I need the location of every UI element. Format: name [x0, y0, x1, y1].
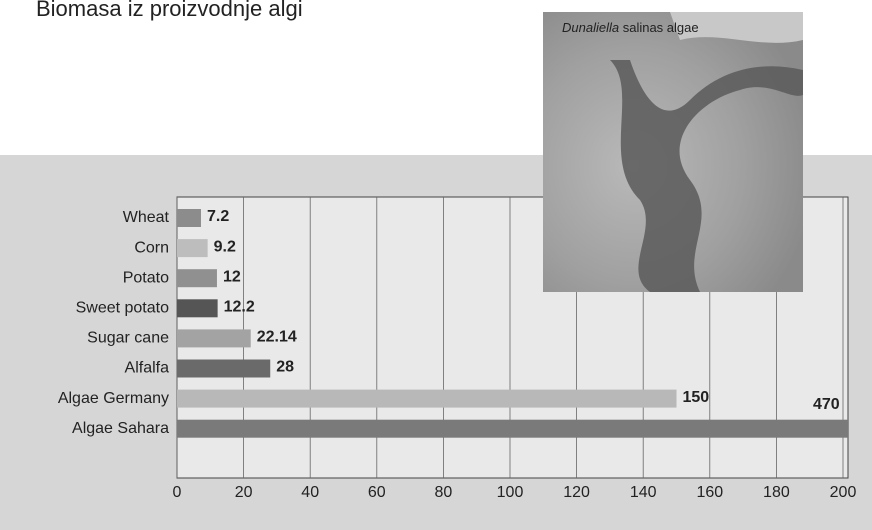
- value-label: 12: [223, 268, 241, 285]
- bar: [177, 360, 270, 378]
- caption-rest: salinas algae: [623, 20, 699, 35]
- bar: [177, 299, 218, 317]
- slide: Biomasa iz proizvodnje algi 0 20 40 60 80 100…: [0, 0, 872, 530]
- photo-caption: Dunaliella salinas algae: [562, 20, 699, 35]
- value-label: 7.2: [207, 208, 229, 225]
- y-tick-label: Sweet potato: [76, 300, 170, 317]
- value-label: 150: [683, 389, 710, 406]
- x-tick-label: 200: [830, 484, 857, 501]
- caption-italic: Dunaliella: [562, 20, 619, 35]
- value-label: 9.2: [214, 238, 236, 255]
- bar: [177, 329, 251, 347]
- photo: Dunaliella salinas algae: [543, 12, 803, 292]
- x-tick-label: 140: [630, 484, 657, 501]
- x-tick-label: 160: [696, 484, 723, 501]
- x-tick-label: 80: [435, 484, 453, 501]
- x-tick-label: 60: [368, 484, 386, 501]
- x-tick-label: 120: [563, 484, 590, 501]
- y-tick-label: Algae Sahara: [72, 420, 169, 437]
- bar: [177, 239, 208, 257]
- bar: [177, 269, 217, 287]
- bar: [177, 420, 872, 438]
- bar: [177, 209, 201, 227]
- x-tick-label: 0: [173, 484, 182, 501]
- x-tick-label: 180: [763, 484, 790, 501]
- x-tick-label: 100: [497, 484, 524, 501]
- x-tick-label: 40: [301, 484, 319, 501]
- slide-title: Biomasa iz proizvodnje algi: [36, 0, 303, 21]
- y-tick-label: Alfalfa: [125, 360, 170, 377]
- value-label: 470: [813, 396, 840, 413]
- y-tick-label: Algae Germany: [58, 390, 169, 407]
- value-label: 22.14: [257, 329, 297, 346]
- y-tick-label: Sugar cane: [87, 330, 169, 347]
- y-tick-label: Corn: [134, 239, 169, 256]
- bar: [177, 390, 677, 408]
- x-tick-label: 20: [235, 484, 253, 501]
- y-tick-label: Wheat: [123, 209, 170, 226]
- y-tick-label: Potato: [123, 269, 169, 286]
- value-label: 12.2: [224, 299, 255, 316]
- value-label: 28: [276, 359, 294, 376]
